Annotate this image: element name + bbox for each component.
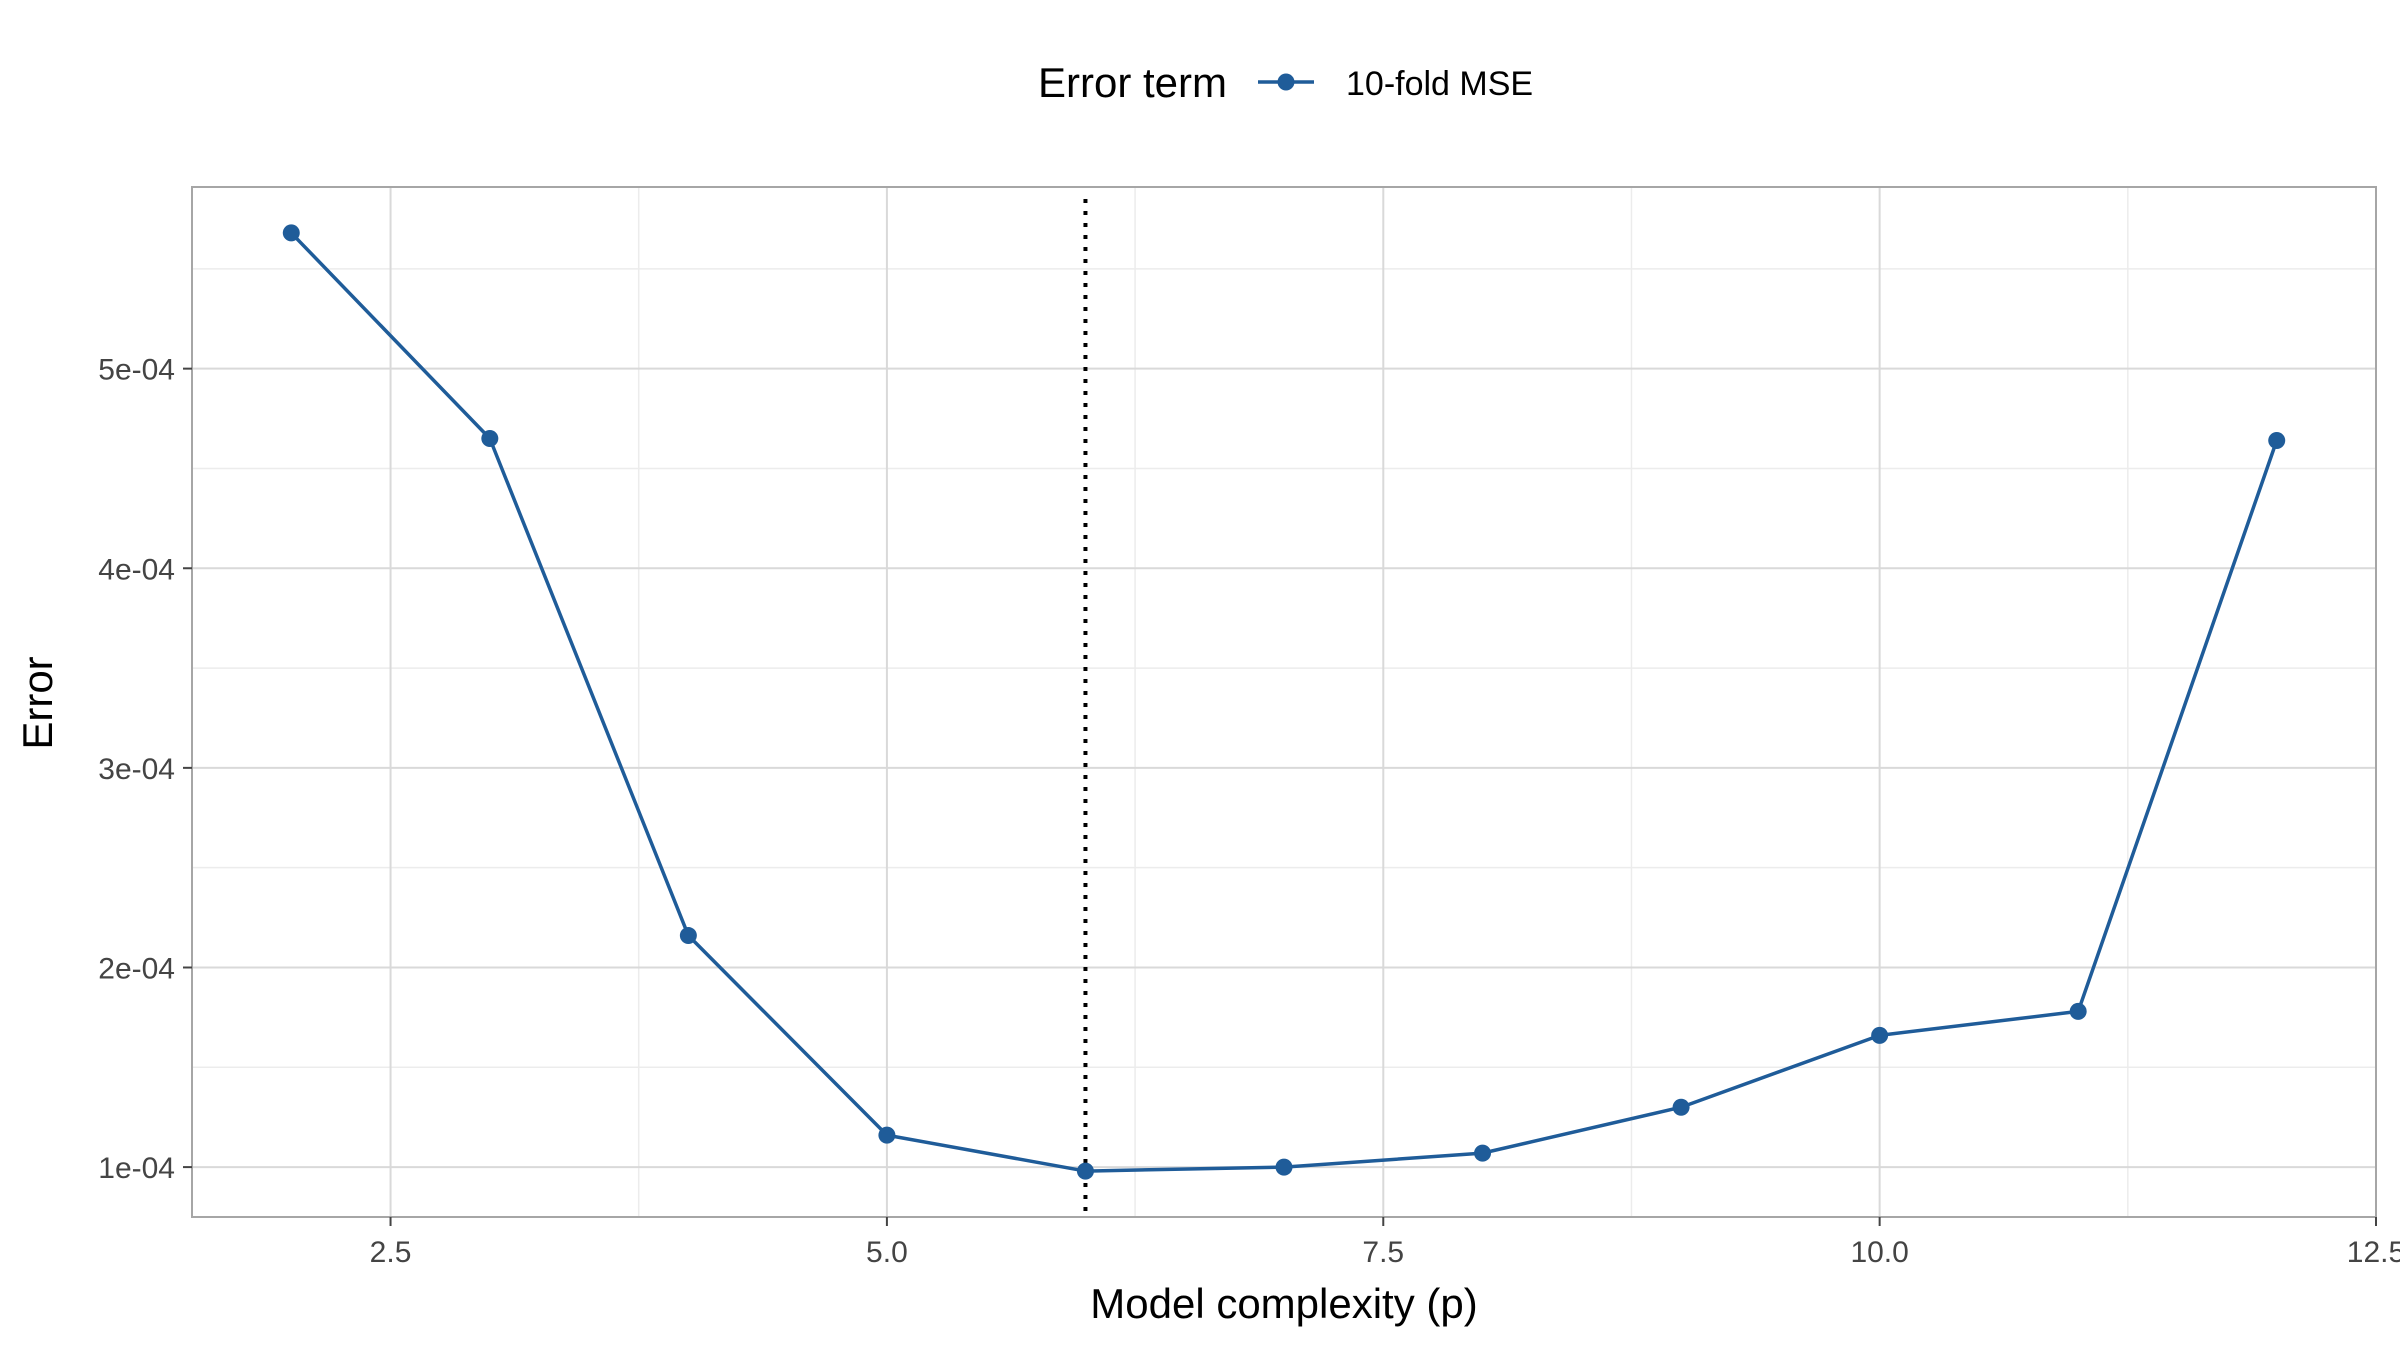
x-tick-label: 2.5 bbox=[370, 1236, 412, 1269]
y-axis: 1e-04 2e-04 3e-04 4e-04 5e-04 bbox=[98, 354, 192, 1185]
data-point bbox=[282, 224, 300, 242]
x-tick-label: 12.5 bbox=[2347, 1236, 2400, 1269]
data-point bbox=[1871, 1026, 1889, 1044]
data-point bbox=[1474, 1144, 1492, 1162]
data-point bbox=[1275, 1158, 1293, 1176]
grid-minor bbox=[192, 187, 2376, 1217]
y-tick-label: 3e-04 bbox=[98, 753, 175, 786]
y-tick-label: 1e-04 bbox=[98, 1152, 175, 1185]
y-axis-title: Error bbox=[14, 656, 61, 749]
data-point bbox=[2069, 1002, 2087, 1020]
y-tick-label: 4e-04 bbox=[98, 553, 175, 586]
x-axis: 2.5 5.0 7.5 10.0 12.5 bbox=[370, 1217, 2400, 1269]
legend-label: 10-fold MSE bbox=[1346, 65, 1533, 103]
panel-border bbox=[191, 186, 2377, 1218]
legend-key-point bbox=[1277, 73, 1295, 91]
x-tick-label: 10.0 bbox=[1850, 1236, 1908, 1269]
legend: Error term 10-fold MSE bbox=[1038, 59, 1533, 106]
y-tick-label: 5e-04 bbox=[98, 354, 175, 387]
data-point bbox=[679, 927, 697, 945]
data-point bbox=[878, 1126, 896, 1144]
series-layer bbox=[282, 224, 2286, 1180]
y-tick-label: 2e-04 bbox=[98, 952, 175, 985]
data-point bbox=[481, 430, 499, 448]
series-line bbox=[290, 231, 2279, 1173]
x-axis-title: Model complexity (p) bbox=[1090, 1280, 1477, 1327]
grid-major bbox=[192, 187, 2376, 1217]
data-point bbox=[2268, 432, 2286, 450]
data-point bbox=[1076, 1162, 1094, 1180]
x-tick-label: 7.5 bbox=[1362, 1236, 1404, 1269]
x-tick-label: 5.0 bbox=[866, 1236, 908, 1269]
data-point bbox=[1672, 1098, 1690, 1116]
legend-title: Error term bbox=[1038, 59, 1227, 106]
